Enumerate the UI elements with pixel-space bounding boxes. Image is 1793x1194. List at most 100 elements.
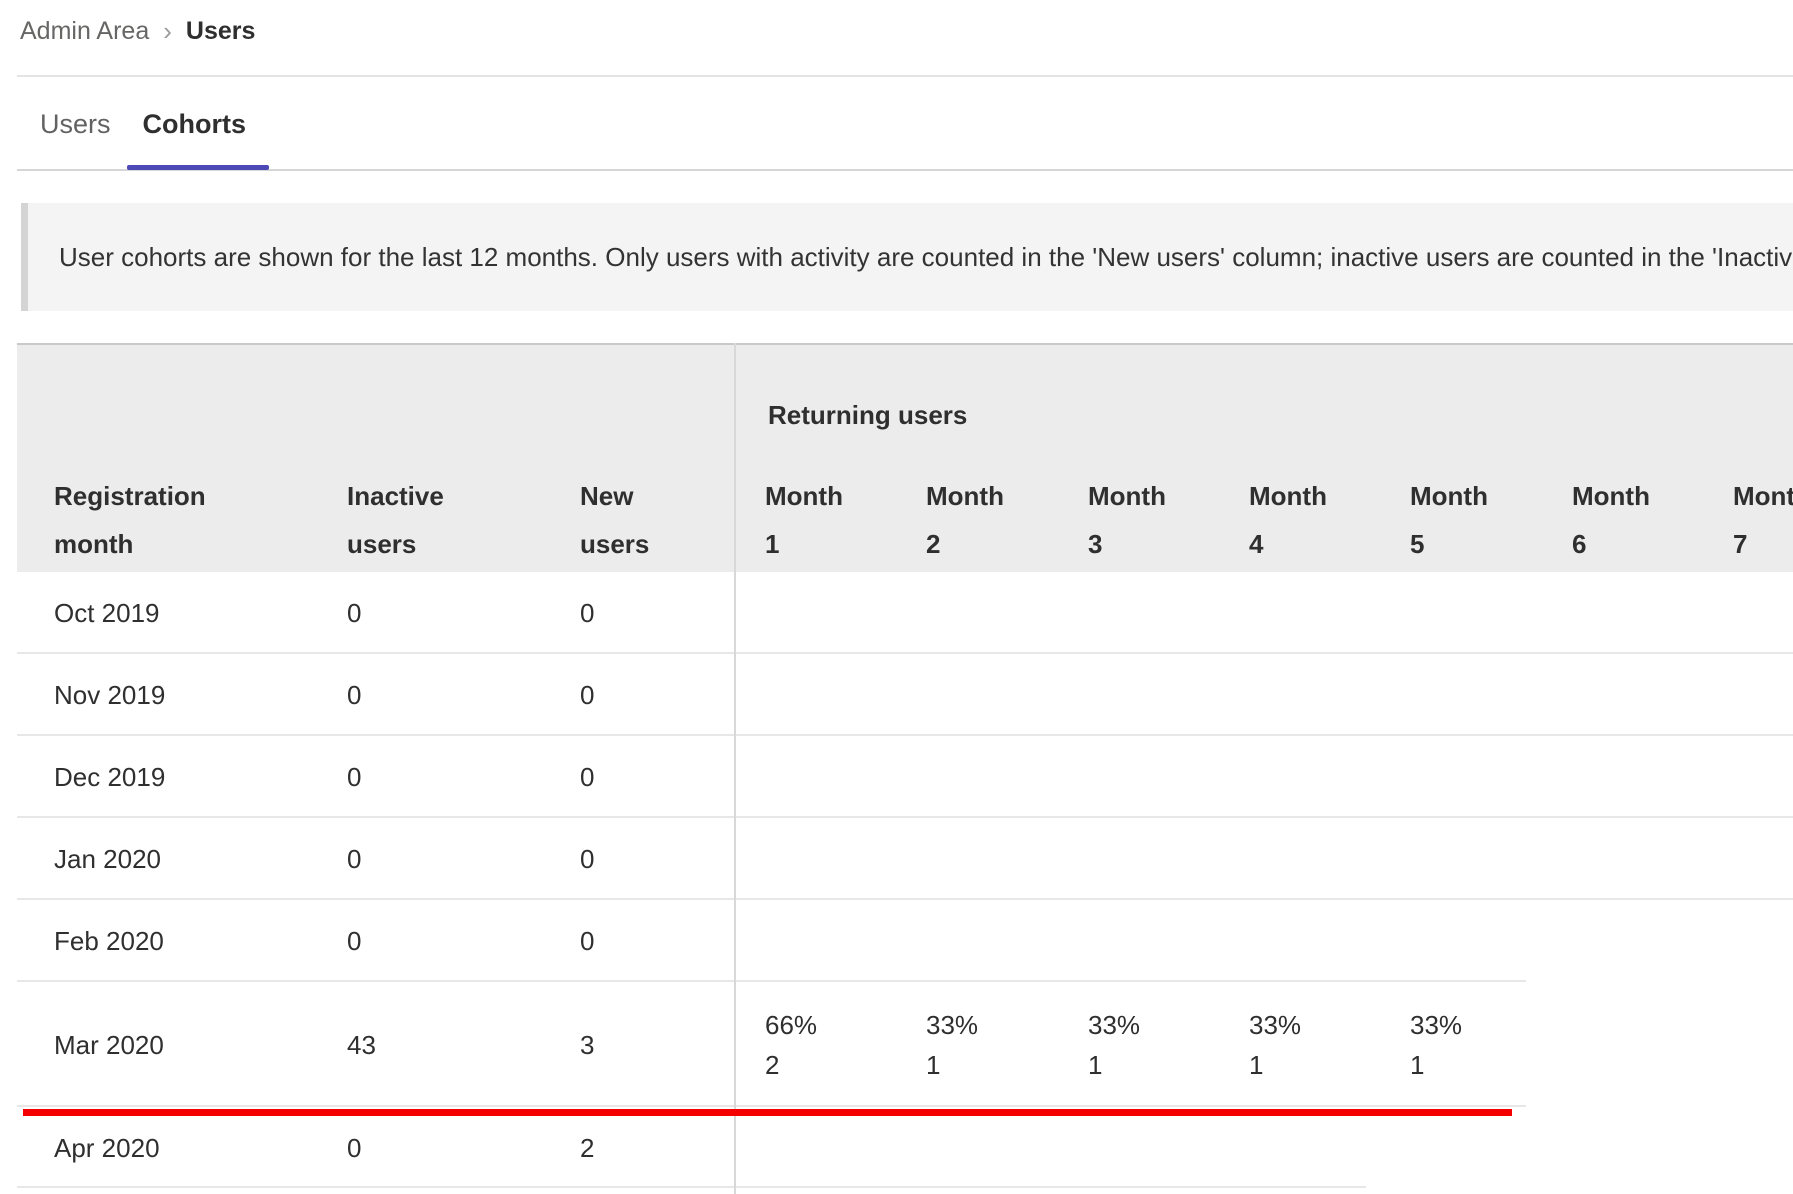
row-divider bbox=[17, 1186, 1366, 1188]
cell-line: 0 bbox=[580, 762, 595, 792]
registration-month-cell: Dec 2019 bbox=[54, 762, 165, 792]
row-divider bbox=[17, 734, 1793, 736]
cell-line: 33% bbox=[926, 1009, 979, 1040]
table-row: Mar 2020 43 3 66% 2 33% 1 33% 1 33% 1 33% 1 bbox=[17, 982, 1793, 1107]
tab-users[interactable]: Users bbox=[24, 95, 127, 153]
header-line: Month bbox=[926, 481, 1004, 511]
inactive-users-cell: 0 bbox=[347, 598, 361, 628]
header-line: 3 bbox=[1088, 529, 1103, 559]
new-users-cell: 0 bbox=[580, 598, 594, 628]
table-row: Oct 2019 0 0 bbox=[17, 572, 1793, 654]
tab-users-label: Users bbox=[40, 108, 111, 139]
table-row: Nov 2019 0 0 bbox=[17, 654, 1793, 736]
column-header-month: Month 6 bbox=[1572, 472, 1650, 568]
registration-month-cell: Oct 2019 bbox=[54, 598, 160, 628]
cell-line: 43 bbox=[347, 1029, 376, 1060]
registration-month-cell: Mar 2020 bbox=[54, 1030, 164, 1060]
breadcrumb-users-current: Users bbox=[185, 16, 256, 45]
registration-month-cell: Feb 2020 bbox=[54, 926, 164, 956]
header-line: 2 bbox=[926, 529, 941, 559]
table-top-border bbox=[17, 343, 1793, 345]
cell-line: 1 bbox=[1249, 1049, 1264, 1080]
header-line: users bbox=[580, 529, 650, 559]
row-divider bbox=[17, 1105, 1526, 1107]
new-users-cell: 3 bbox=[580, 1030, 594, 1060]
row-divider bbox=[17, 816, 1793, 818]
returning-users-cell: 33% 1 bbox=[1249, 1005, 1301, 1085]
breadcrumb-divider bbox=[17, 75, 1793, 77]
inactive-users-cell: 43 bbox=[347, 1030, 376, 1060]
inactive-users-cell: 0 bbox=[347, 844, 361, 874]
returning-users-column-divider bbox=[734, 343, 736, 1194]
registration-month-cell: Nov 2019 bbox=[54, 680, 165, 710]
tab-cohorts[interactable]: Cohorts bbox=[127, 95, 263, 153]
returning-users-cell: 66% 2 bbox=[765, 1005, 817, 1085]
header-line: 6 bbox=[1572, 529, 1587, 559]
registration-month-cell: Jan 2020 bbox=[54, 844, 161, 874]
red-underline-annotation bbox=[23, 1109, 1512, 1116]
new-users-cell: 2 bbox=[580, 1133, 594, 1163]
tab-bar: Users Cohorts bbox=[24, 95, 262, 153]
column-header-new-users: New users bbox=[580, 472, 649, 568]
inactive-users-cell: 0 bbox=[347, 926, 361, 956]
cell-line: Mar 2020 bbox=[54, 1029, 164, 1060]
cell-line: Jan 2020 bbox=[54, 844, 161, 874]
header-line: Month bbox=[1088, 481, 1166, 511]
cell-line: Nov 2019 bbox=[54, 680, 166, 710]
breadcrumb: Admin Area › Users bbox=[20, 12, 255, 50]
cell-line: 2 bbox=[580, 1132, 595, 1163]
column-header-month: Month 4 bbox=[1249, 472, 1327, 568]
header-line: 5 bbox=[1410, 529, 1425, 559]
cell-line: 0 bbox=[580, 926, 595, 956]
cell-line: Oct 2019 bbox=[54, 598, 160, 628]
column-header-month: Month 3 bbox=[1088, 472, 1166, 568]
cohorts-table: Registration month Inactive users New us… bbox=[17, 343, 1793, 1194]
breadcrumb-admin-area-link[interactable]: Admin Area bbox=[20, 16, 150, 45]
returning-users-group-header: Returning users bbox=[768, 400, 968, 430]
header-line: Month bbox=[1733, 481, 1793, 511]
table-row: Apr 2020 0 2 bbox=[17, 1107, 1793, 1188]
cell-line: 0 bbox=[580, 844, 595, 874]
column-header-month: Month 5 bbox=[1410, 472, 1488, 568]
cell-line: 1 bbox=[926, 1049, 941, 1080]
table-row: Jan 2020 0 0 bbox=[17, 818, 1793, 900]
column-header-month: Month 2 bbox=[926, 472, 1004, 568]
header-line: users bbox=[347, 529, 417, 559]
header-line: Month bbox=[1410, 481, 1488, 511]
cell-line: 66% bbox=[765, 1009, 818, 1040]
cell-line: 1 bbox=[1088, 1049, 1103, 1080]
cell-line: Feb 2020 bbox=[54, 926, 164, 956]
cell-line: 0 bbox=[347, 1132, 362, 1163]
cell-line: Apr 2020 bbox=[54, 1132, 160, 1163]
cell-line: 0 bbox=[347, 926, 362, 956]
cell-line: 1 bbox=[1410, 1049, 1425, 1080]
header-line: 4 bbox=[1249, 529, 1264, 559]
header-line: Month bbox=[1249, 481, 1327, 511]
row-divider bbox=[17, 898, 1793, 900]
cell-line: 33% bbox=[1249, 1009, 1302, 1040]
cohorts-info-banner: User cohorts are shown for the last 12 m… bbox=[21, 203, 1793, 311]
cell-line: 0 bbox=[347, 680, 362, 710]
breadcrumb-separator-icon: › bbox=[163, 15, 172, 46]
cell-line: 0 bbox=[347, 762, 362, 792]
header-line: 1 bbox=[765, 529, 780, 559]
cell-line: 3 bbox=[580, 1029, 595, 1060]
returning-users-cell: 33% 1 bbox=[1088, 1005, 1140, 1085]
active-tab-indicator bbox=[127, 165, 269, 170]
table-row: Feb 2020 0 0 bbox=[17, 900, 1793, 982]
column-header-month: Month 1 bbox=[765, 472, 843, 568]
table-row: Dec 2019 0 0 bbox=[17, 736, 1793, 818]
row-divider bbox=[17, 652, 1793, 654]
inactive-users-cell: 0 bbox=[347, 1133, 361, 1163]
cell-line: 0 bbox=[347, 844, 362, 874]
header-line: Month bbox=[1572, 481, 1650, 511]
cell-line: 0 bbox=[347, 598, 362, 628]
inactive-users-cell: 0 bbox=[347, 762, 361, 792]
header-line: Registration bbox=[54, 481, 206, 511]
column-header-month: Month 7 bbox=[1733, 472, 1793, 568]
column-header-inactive-users: Inactive users bbox=[347, 472, 444, 568]
new-users-cell: 0 bbox=[580, 680, 594, 710]
table-body: Oct 2019 0 0 Nov 2019 0 0 Dec 2019 0 0 Jan 2020 0 0… bbox=[17, 572, 1793, 1188]
tab-cohorts-label: Cohorts bbox=[142, 108, 247, 139]
